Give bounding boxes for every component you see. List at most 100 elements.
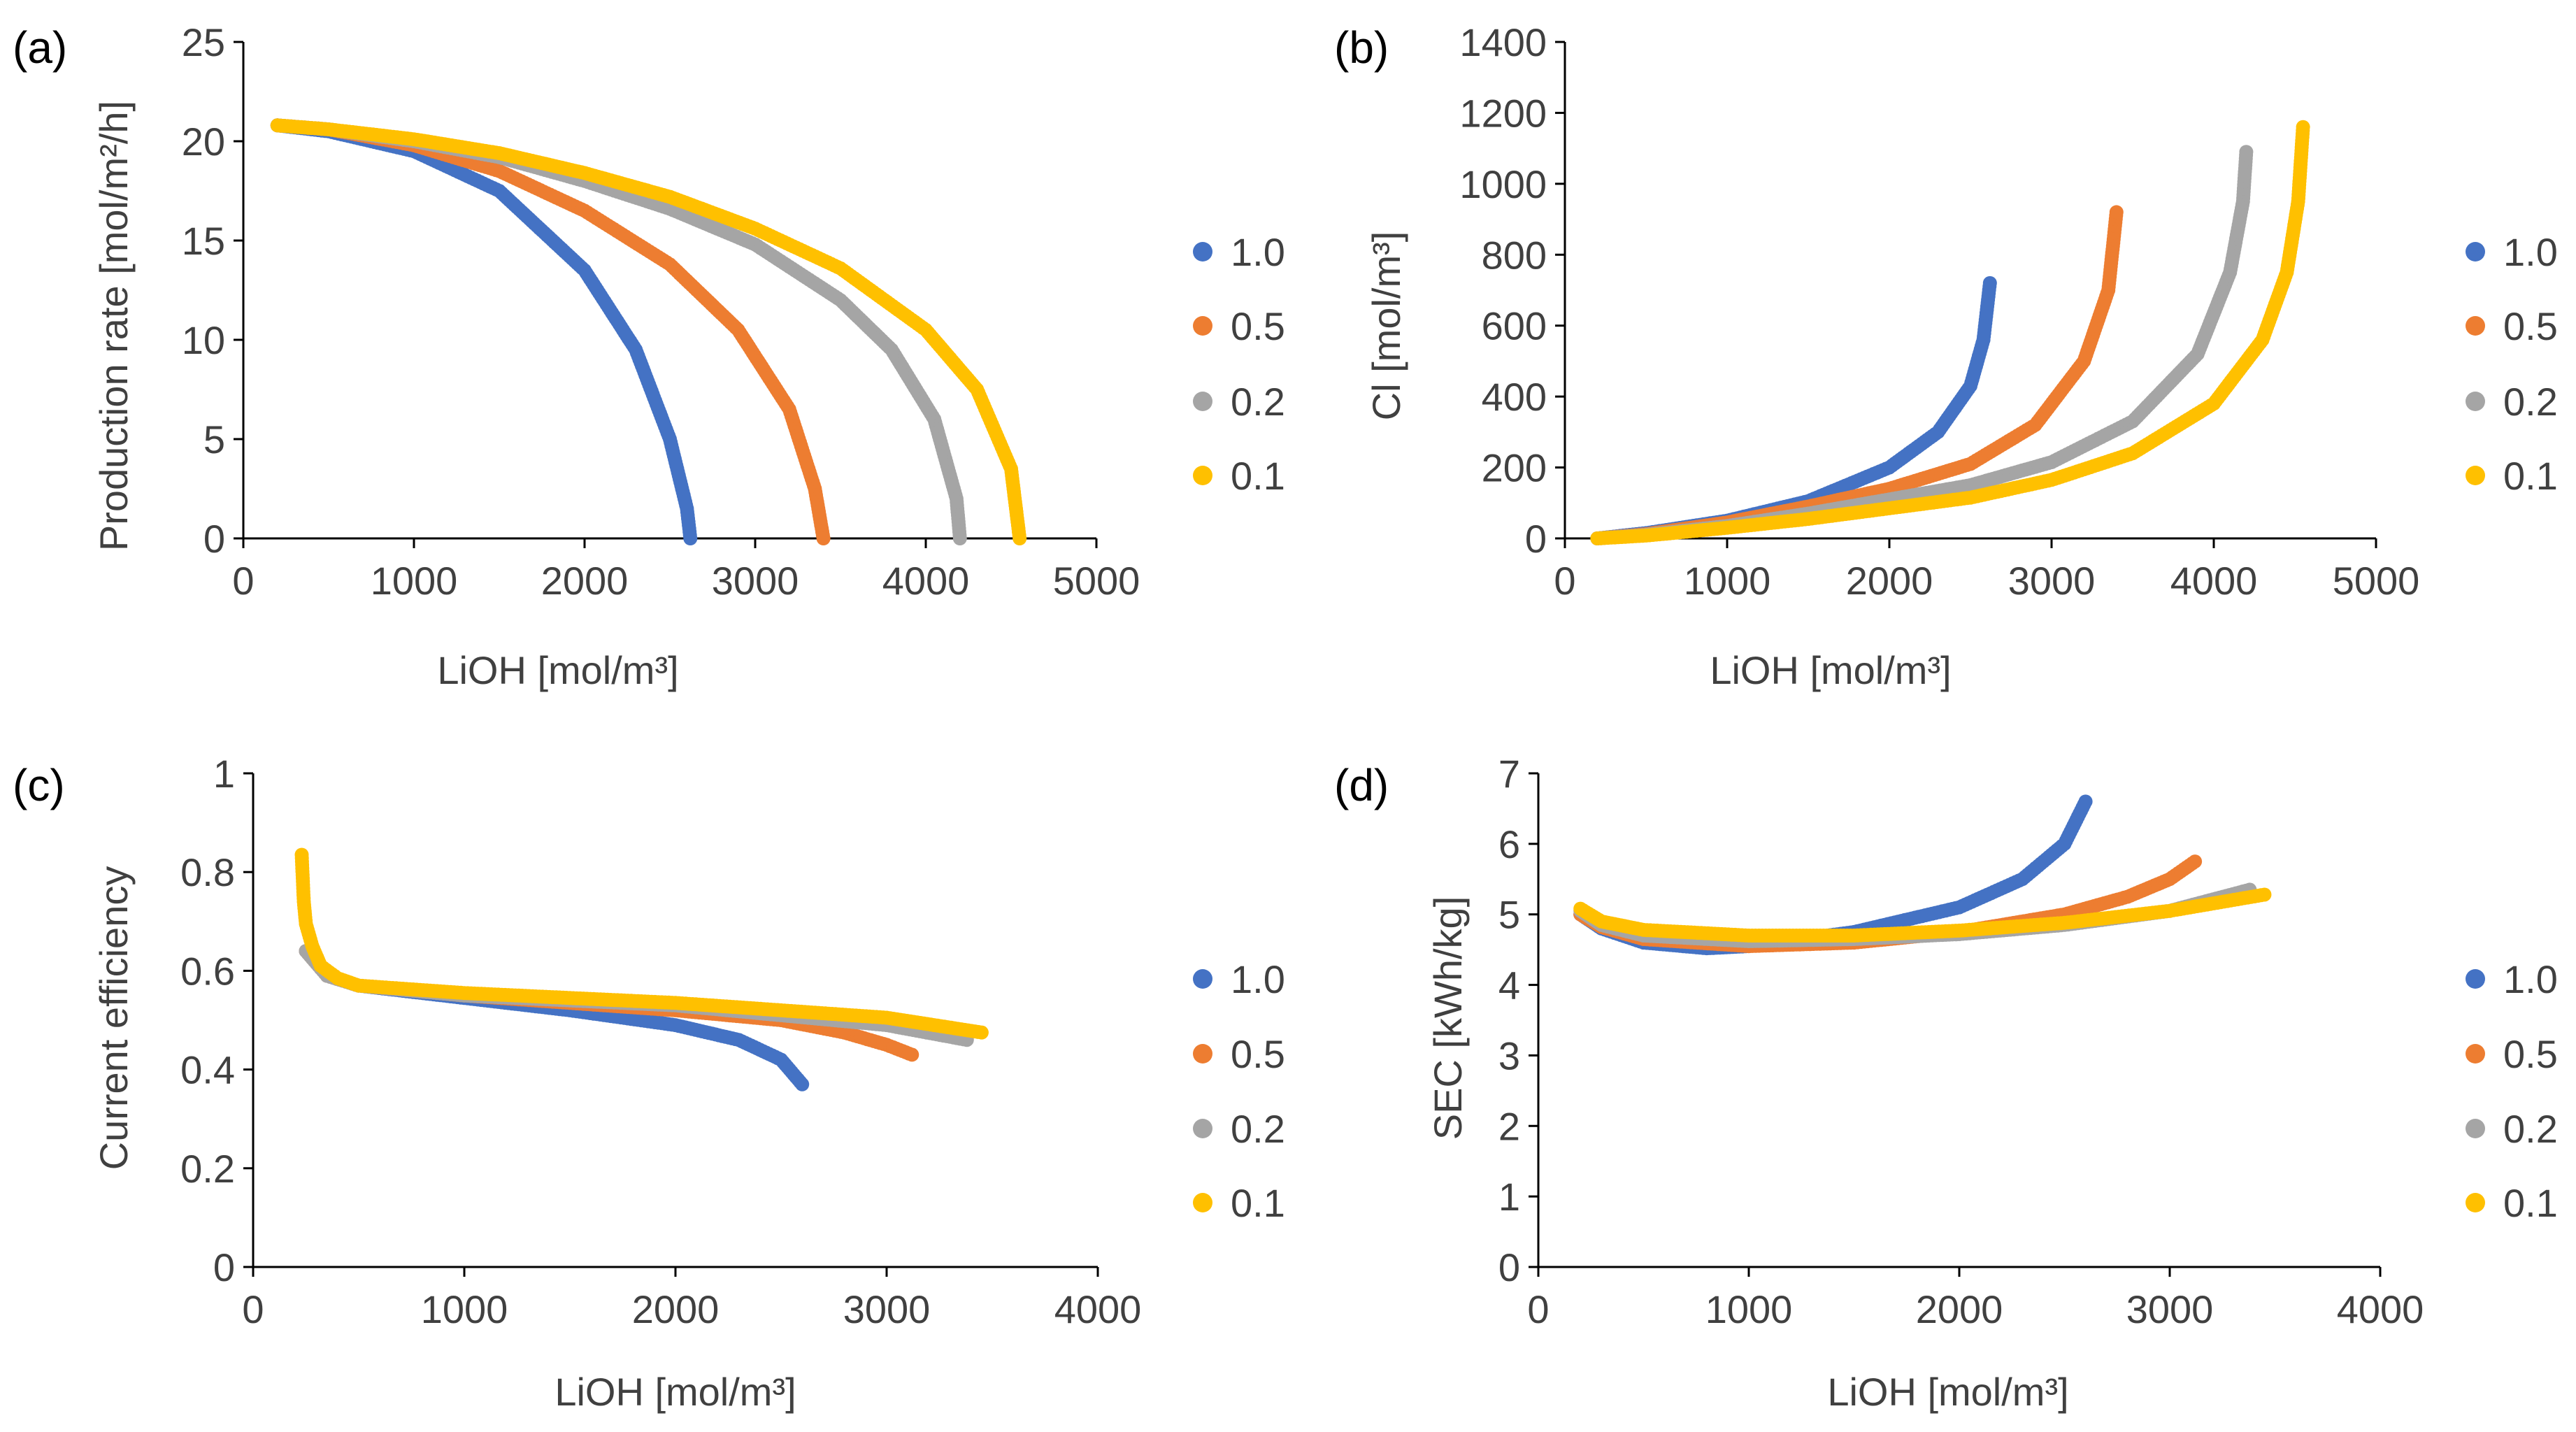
- legend-label-1.0: 1.0: [2503, 230, 2558, 274]
- data-point: [2188, 854, 2203, 869]
- data-point: [974, 1025, 989, 1040]
- y-tick-label: 0: [1498, 1245, 1520, 1289]
- y-tick-label: 0.8: [180, 850, 235, 894]
- y-tick-label: 3: [1498, 1033, 1520, 1077]
- y-tick-label: 0.2: [180, 1147, 235, 1191]
- legend-marker-0.2: [1193, 1119, 1212, 1138]
- panel-a-ticks: 0 5 10 15 20 25 0 1000 2000 3000 4000 5000: [182, 20, 1140, 603]
- legend-label-0.2: 0.2: [1231, 1107, 1285, 1151]
- x-tick-label: 2000: [1916, 1287, 2003, 1331]
- y-tick-label: 1200: [1459, 91, 1547, 135]
- panel-b-y-axis-title: Cl [mol/m³]: [1364, 231, 1408, 421]
- panel-b-ticks: 0 200 400 600 800 1000 1200 1400 0 1000 2000 3000 40…: [1459, 20, 2419, 603]
- y-tick-label: 15: [182, 219, 225, 263]
- data-point: [2239, 145, 2254, 159]
- legend-marker-0.5: [2466, 1044, 2485, 1064]
- y-tick-label: 5: [1498, 893, 1520, 937]
- y-tick-label: 5: [203, 417, 225, 461]
- data-point: [2296, 120, 2310, 134]
- y-tick-label: 1: [213, 752, 235, 796]
- data-point: [2109, 205, 2124, 220]
- legend-label-0.2: 0.2: [2503, 1107, 2558, 1151]
- y-tick-label: 600: [1482, 304, 1547, 348]
- legend-marker-0.1: [1193, 466, 1212, 485]
- y-tick-label: 6: [1498, 822, 1520, 866]
- legend-marker-0.1: [2466, 466, 2485, 485]
- panel-d-y-axis-title: SEC [kWh/kg]: [1426, 896, 1470, 1140]
- x-tick-label: 3000: [2008, 559, 2096, 603]
- y-tick-label: 1000: [1459, 162, 1547, 206]
- y-tick-label: 0: [203, 517, 225, 561]
- panel-d-x-axis-title: LiOH [mol/m³]: [1827, 1370, 2068, 1414]
- x-tick-label: 4000: [2337, 1287, 2424, 1331]
- y-tick-label: 20: [182, 120, 225, 164]
- y-tick-label: 1: [1498, 1175, 1520, 1219]
- legend-label-1.0: 1.0: [1231, 957, 1285, 1001]
- data-point: [2078, 794, 2093, 809]
- series-0.1: [1590, 120, 2310, 545]
- legend-label-0.5: 0.5: [1231, 1032, 1285, 1076]
- panel-d: (d) LiOH [mol/m³] SEC [kWh/kg] 012345670…: [1334, 752, 2558, 1414]
- series-0.5: [270, 118, 831, 545]
- x-tick-label: 0: [242, 1287, 264, 1331]
- panel-b-label: (b): [1334, 22, 1389, 73]
- legend-marker-0.1: [1193, 1193, 1212, 1212]
- panel-a: (a) LiOH [mol/m³] Production rate [mol/m…: [13, 20, 1285, 692]
- data-point: [816, 531, 831, 545]
- data-point: [683, 531, 698, 545]
- y-tick-label: 400: [1482, 375, 1547, 419]
- series-0.1: [270, 118, 1027, 545]
- panel-d-ticks: 0 1 2 3 4 5 6 7 0 1000 2000 3000 4000: [1498, 752, 2424, 1331]
- legend-marker-0.5: [1193, 1044, 1212, 1064]
- legend-label-0.1: 0.1: [2503, 1181, 2558, 1225]
- panel-c-ticks: 0 0.2 0.4 0.6 0.8 1 0 1000 2000 3000 4000: [180, 752, 1141, 1331]
- x-tick-label: 4000: [1054, 1287, 1142, 1331]
- data-point: [2257, 887, 2272, 902]
- legend-label-0.1: 0.1: [1231, 1181, 1285, 1225]
- y-tick-label: 200: [1482, 446, 1547, 490]
- series-0.1: [1573, 887, 2272, 943]
- panel-d-label: (d): [1334, 760, 1389, 810]
- legend-marker-1.0: [2466, 242, 2485, 262]
- legend-label-0.2: 0.2: [1231, 380, 1285, 424]
- legend-marker-1.0: [1193, 969, 1212, 989]
- y-tick-label: 0: [1525, 517, 1547, 561]
- legend-marker-1.0: [2466, 969, 2485, 989]
- y-tick-label: 10: [182, 318, 225, 362]
- x-tick-label: 3000: [843, 1287, 931, 1331]
- data-point: [795, 1077, 810, 1091]
- panel-b-plot: [1590, 120, 2310, 545]
- panel-b: (b) LiOH [mol/m³] Cl [mol/m³] 0 200 400 600…: [1334, 20, 2558, 692]
- legend-marker-0.2: [2466, 392, 2485, 411]
- x-tick-label: 1000: [1705, 1287, 1793, 1331]
- legend-label-0.5: 0.5: [1231, 304, 1285, 348]
- data-point: [1012, 531, 1027, 545]
- y-tick-label: 2: [1498, 1104, 1520, 1148]
- y-tick-label: 7: [1498, 752, 1520, 796]
- series-0.1: [294, 847, 989, 1040]
- legend-marker-0.5: [2466, 316, 2485, 336]
- data-point: [952, 531, 967, 545]
- y-tick-label: 1400: [1459, 20, 1547, 64]
- legend-marker-0.5: [1193, 316, 1212, 336]
- panel-a-label: (a): [13, 22, 67, 73]
- panel-a-x-axis-title: LiOH [mol/m³]: [437, 648, 678, 692]
- y-tick-label: 0.4: [180, 1048, 235, 1092]
- y-tick-label: 0: [213, 1245, 235, 1289]
- panel-b-legend: 1.0 0.5 0.2 0.1: [2466, 230, 2558, 498]
- x-tick-label: 2000: [541, 559, 629, 603]
- legend-label-0.1: 0.1: [1231, 454, 1285, 498]
- legend-marker-1.0: [1193, 242, 1212, 262]
- panel-c: (c) LiOH [mol/m³] Current efficiency 0 0.…: [13, 752, 1285, 1414]
- legend-label-0.1: 0.1: [2503, 454, 2558, 498]
- x-tick-label: 3000: [712, 559, 799, 603]
- x-tick-label: 4000: [882, 559, 970, 603]
- x-tick-label: 5000: [1053, 559, 1140, 603]
- panel-d-plot: [1573, 794, 2272, 956]
- x-tick-label: 0: [232, 559, 254, 603]
- x-tick-label: 0: [1527, 1287, 1549, 1331]
- data-point: [1982, 275, 1997, 290]
- y-tick-label: 25: [182, 20, 225, 64]
- x-tick-label: 0: [1554, 559, 1575, 603]
